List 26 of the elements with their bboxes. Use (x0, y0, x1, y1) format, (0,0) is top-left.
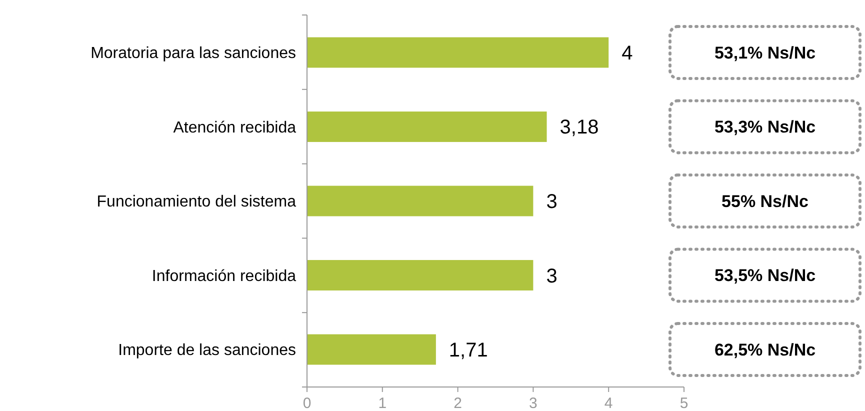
bar (307, 334, 436, 365)
x-tick-label: 3 (529, 395, 538, 411)
y-tick-label: Importe de las sanciones (118, 342, 296, 360)
data-label: 3,18 (560, 116, 599, 139)
x-tick-label: 5 (680, 395, 688, 411)
bar (307, 260, 534, 290)
data-label: 4 (622, 42, 633, 64)
bar (307, 186, 534, 216)
text: 53,1% Ns/Nc (714, 43, 816, 62)
bar (307, 37, 609, 68)
y-tick-label: Información recibida (152, 268, 296, 285)
bar (307, 112, 547, 142)
y-tick-label: Moratoria para las sanciones (90, 45, 296, 62)
data-label: 3 (546, 265, 558, 288)
text: 62,5% Ns/Nc (714, 340, 816, 360)
text: 53,5% Ns/Nc (714, 266, 816, 286)
y-tick-label: Atención recibida (173, 119, 296, 136)
x-tick-label: 4 (604, 395, 613, 411)
x-tick-label: 0 (302, 395, 312, 411)
y-tick-label: Funcionamiento del sistema (96, 194, 296, 211)
data-label: 3 (546, 191, 558, 213)
text: 53,3% Ns/Nc (714, 118, 816, 137)
x-tick-label: 2 (454, 395, 462, 411)
text: 55% Ns/Nc (722, 192, 808, 211)
x-tick-label: 1 (378, 395, 387, 411)
data-label: 1,71 (448, 340, 488, 362)
